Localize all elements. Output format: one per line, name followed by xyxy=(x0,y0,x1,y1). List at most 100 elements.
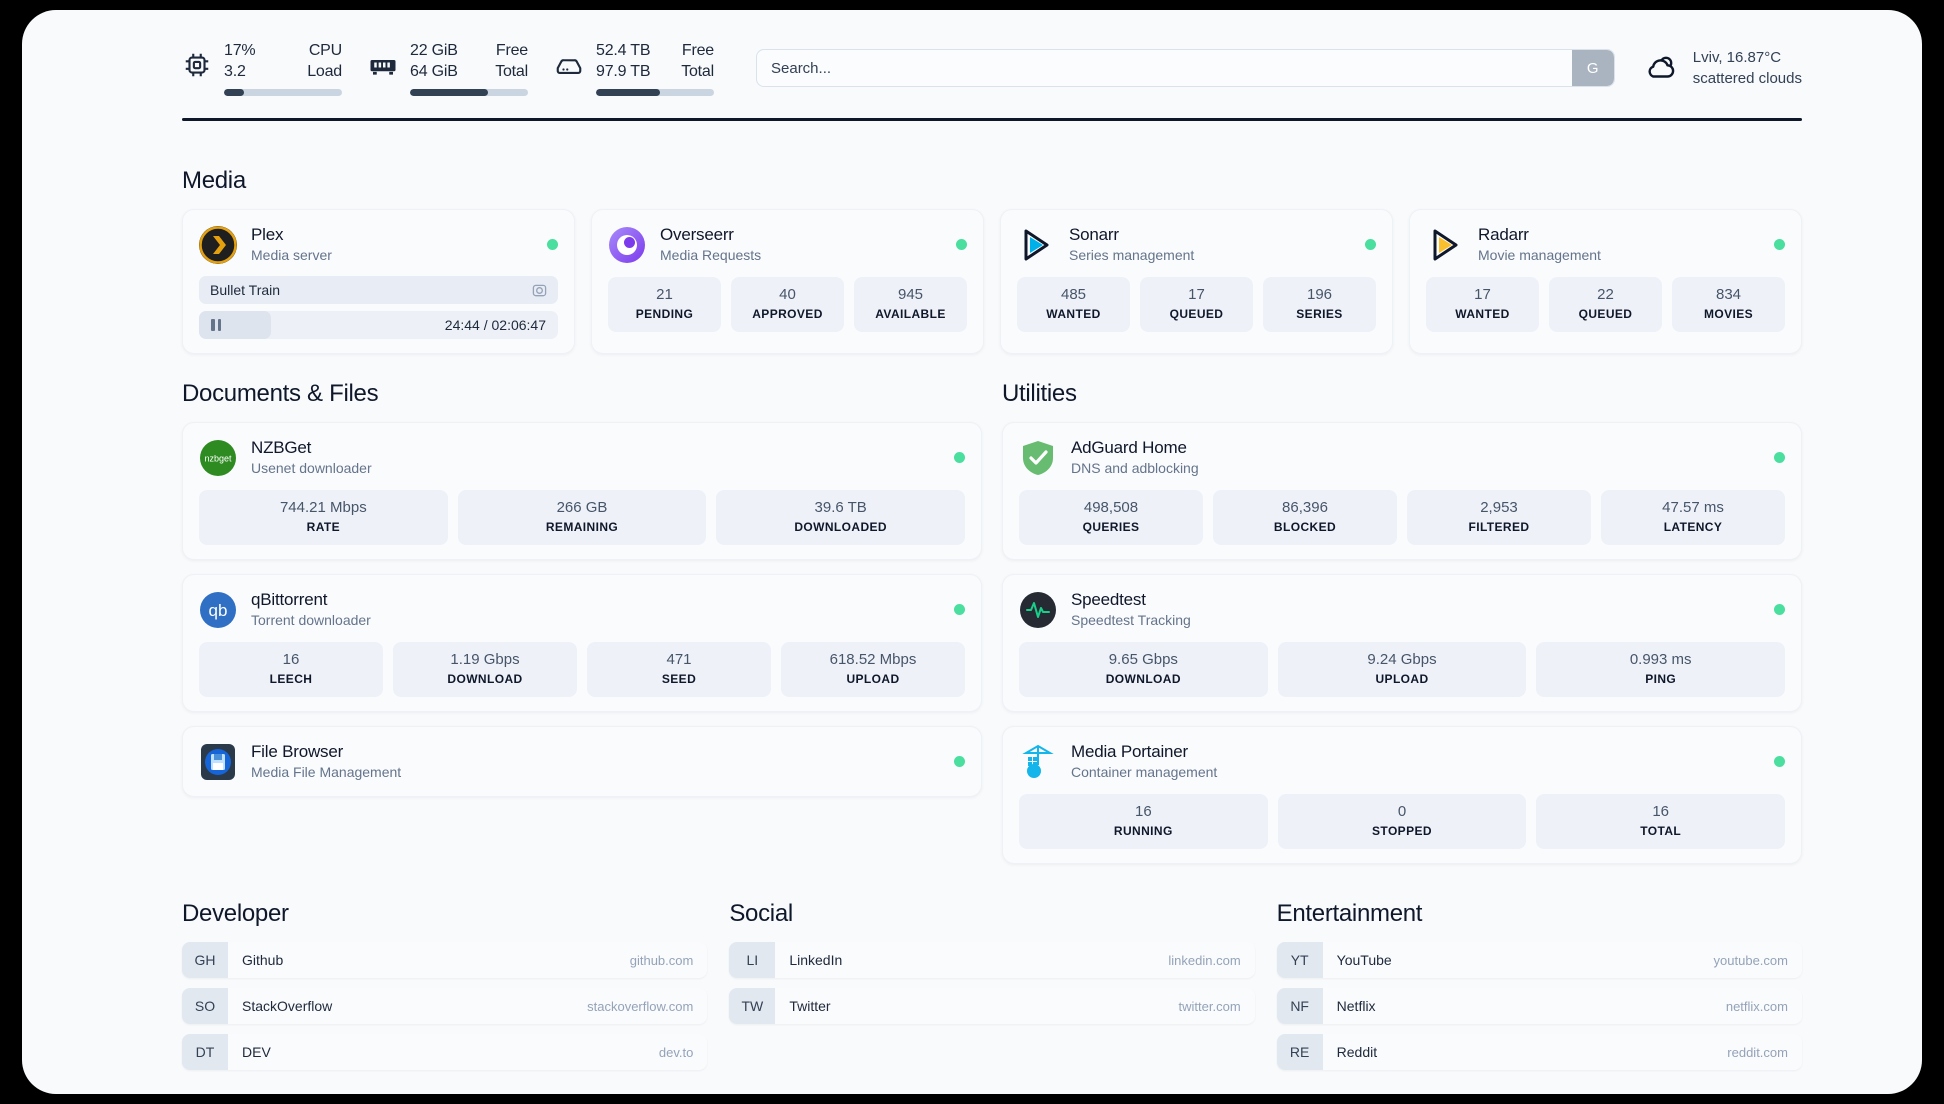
system-stat-cpu: 17% 3.2 CPU Load xyxy=(182,40,342,96)
stat-value: 22 xyxy=(1597,286,1614,303)
file-browser-icon xyxy=(199,743,237,781)
status-dot-online xyxy=(954,452,965,463)
bookmark-url: linkedin.com xyxy=(1168,952,1241,968)
service-name: Plex xyxy=(251,225,284,244)
stat-chip: 9.65 Gbps DOWNLOAD xyxy=(1019,642,1268,697)
status-dot-online xyxy=(956,239,967,250)
service-name: qBittorrent xyxy=(251,590,328,609)
bookmark-item[interactable]: YT YouTube youtube.com xyxy=(1276,942,1802,978)
section-title-utilities: Utilities xyxy=(1002,380,1077,407)
service-desc: Usenet downloader xyxy=(251,460,372,476)
service-card-adguard-home[interactable]: AdGuard Home DNS and adblocking 498,508 … xyxy=(1002,422,1802,560)
search-engine-button[interactable]: G xyxy=(1571,50,1614,86)
stat-value: 196 xyxy=(1306,286,1333,303)
system-stat-disk: 52.4 TB 97.9 TB Free Total xyxy=(554,40,714,96)
stat-label: REMAINING xyxy=(545,520,619,534)
stat-label: DOWNLOAD xyxy=(1105,672,1181,686)
bookmark-item[interactable]: RE Reddit reddit.com xyxy=(1276,1034,1802,1070)
bookmark-item[interactable]: GH Github github.com xyxy=(182,942,708,978)
service-card-speedtest[interactable]: Speedtest Speedtest Tracking 9.65 Gbps D… xyxy=(1002,574,1802,712)
stat-label: SERIES xyxy=(1296,307,1343,321)
service-name: Overseerr xyxy=(660,225,734,244)
bookmark-group-entertainment: Entertainment YT YouTube youtube.com NF … xyxy=(1276,900,1802,1070)
playback-progress-fill xyxy=(199,311,271,339)
stat-row: 485 WANTED 17 QUEUED 196 SERIES xyxy=(1017,277,1376,332)
cast-icon[interactable] xyxy=(532,283,547,298)
cpu-icon xyxy=(182,50,212,80)
stat-label: RUNNING xyxy=(1113,824,1173,838)
service-desc: Series management xyxy=(1069,247,1195,263)
bookmark-url: dev.to xyxy=(658,1044,694,1060)
dashboard-header: 17% 3.2 CPU Load xyxy=(182,32,1802,104)
stat-label: WANTED xyxy=(1046,307,1101,321)
stat-label: BLOCKED xyxy=(1273,520,1337,534)
stat-label: TOTAL xyxy=(1640,824,1682,838)
stat-label: SEED xyxy=(661,672,697,686)
cpu-load-value: 3.2 xyxy=(224,63,246,80)
stat-value: 834 xyxy=(1715,286,1742,303)
disk-icon xyxy=(554,50,584,80)
stat-value: 945 xyxy=(897,286,924,303)
service-card-nzbget[interactable]: nzbget NZBGet Usenet downloader 744.21 M… xyxy=(182,422,982,560)
service-card-file-browser[interactable]: File Browser Media File Management xyxy=(182,726,982,797)
memory-label-top: Free xyxy=(495,42,528,59)
status-dot-online xyxy=(1365,239,1376,250)
search-box[interactable]: G xyxy=(756,49,1615,87)
status-dot-online xyxy=(1774,756,1785,767)
section-title-developer: Developer xyxy=(182,900,289,927)
status-dot-online xyxy=(547,239,558,250)
stat-value: 618.52 Mbps xyxy=(829,651,917,668)
service-card-radarr[interactable]: Radarr Movie management 17 WANTED 22 QUE… xyxy=(1409,209,1802,354)
service-card-qbittorrent[interactable]: qb qBittorrent Torrent downloader 16 LEE… xyxy=(182,574,982,712)
overseerr-icon xyxy=(608,226,646,264)
media-card-row: Plex Media server Bullet Train xyxy=(182,209,1802,354)
bookmarks-area: Developer GH Github github.com SO StackO… xyxy=(182,900,1802,1070)
stat-value: 266 GB xyxy=(556,499,608,516)
playback-progress-bar[interactable]: 24:44 / 02:06:47 xyxy=(199,311,558,339)
service-name: AdGuard Home xyxy=(1071,438,1187,457)
stat-label: APPROVED xyxy=(752,307,823,321)
stat-value: 86,396 xyxy=(1282,499,1328,516)
bookmark-item[interactable]: LI LinkedIn linkedin.com xyxy=(729,942,1255,978)
stat-chip: 9.24 Gbps UPLOAD xyxy=(1277,642,1527,697)
now-playing-title: Bullet Train xyxy=(210,282,281,298)
disk-label-top: Free xyxy=(681,42,714,59)
service-desc: Torrent downloader xyxy=(251,612,371,628)
stat-value: 1.19 Gbps xyxy=(450,651,520,668)
stat-row: 9.65 Gbps DOWNLOAD 9.24 Gbps UPLOAD 0.99… xyxy=(1019,642,1786,697)
bookmark-tag: DT xyxy=(182,1034,228,1070)
system-stat-memory: 22 GiB 64 GiB Free Total xyxy=(368,40,528,96)
stat-row: 21 PENDING 40 APPROVED 945 AVAILABLE xyxy=(608,277,967,332)
stat-label: UPLOAD xyxy=(1375,672,1429,686)
bookmark-url: stackoverflow.com xyxy=(587,998,694,1014)
stat-chip: 471 SEED xyxy=(587,642,771,697)
bookmark-url: github.com xyxy=(629,952,694,968)
weather-condition: scattered clouds xyxy=(1692,70,1802,87)
service-card-plex[interactable]: Plex Media server Bullet Train xyxy=(182,209,575,354)
stat-value: 16 xyxy=(282,651,300,668)
stat-label: QUEUED xyxy=(1578,307,1633,321)
stat-chip: 40 APPROVED xyxy=(731,277,844,332)
bookmark-item[interactable]: SO StackOverflow stackoverflow.com xyxy=(182,988,708,1024)
pause-icon[interactable] xyxy=(211,319,221,331)
nzbget-icon: nzbget xyxy=(199,439,237,477)
portainer-icon xyxy=(1019,743,1057,781)
bookmark-tag: GH xyxy=(182,942,228,978)
stat-chip: 17 WANTED xyxy=(1426,277,1539,332)
bookmark-tag: RE xyxy=(1276,1034,1323,1070)
stat-value: 2,953 xyxy=(1480,499,1518,516)
stat-row: 16 LEECH 1.19 Gbps DOWNLOAD 471 SEED 6 xyxy=(199,642,965,697)
service-card-media-portainer[interactable]: Media Portainer Container management 16 … xyxy=(1002,726,1802,864)
bookmark-item[interactable]: TW Twitter twitter.com xyxy=(729,988,1255,1024)
memory-free-value: 22 GiB xyxy=(410,42,458,59)
bookmark-item[interactable]: DT DEV dev.to xyxy=(182,1034,708,1070)
search-input[interactable] xyxy=(757,50,1572,86)
bookmark-item[interactable]: NF Netflix netflix.com xyxy=(1276,988,1802,1024)
service-card-sonarr[interactable]: Sonarr Series management 485 WANTED 17 Q… xyxy=(1000,209,1393,354)
cloud-icon xyxy=(1641,51,1681,85)
service-name: Speedtest xyxy=(1071,590,1146,609)
stat-value: 485 xyxy=(1060,286,1087,303)
section-title-entertainment: Entertainment xyxy=(1276,900,1423,927)
service-card-overseerr[interactable]: Overseerr Media Requests 21 PENDING 40 A… xyxy=(591,209,984,354)
memory-label-bottom: Total xyxy=(495,63,528,80)
